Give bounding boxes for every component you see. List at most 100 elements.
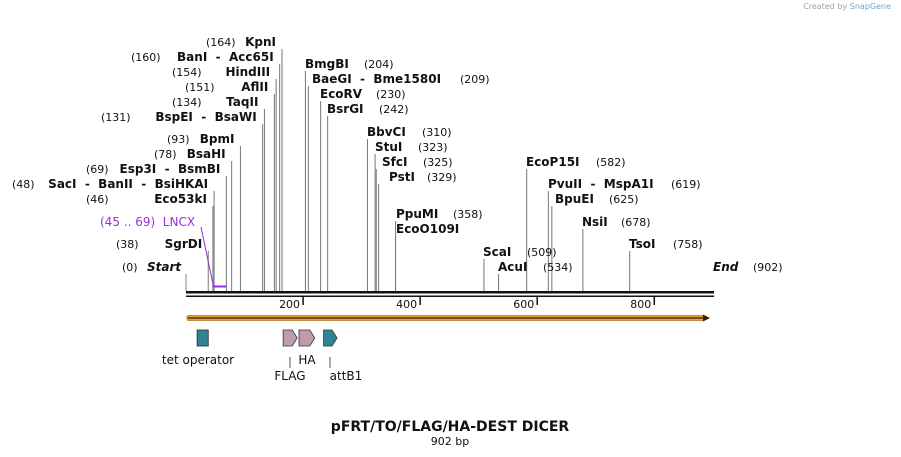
cut-site-tsoi[interactable]: (758) TsoI [629, 237, 703, 251]
cut-site-name: PvuII - MspA1I [548, 177, 654, 191]
primer-lncx[interactable]: (45 .. 69) LNCX [100, 215, 227, 288]
plasmid-length: 902 bp [431, 435, 469, 448]
cut-site-esp3i[interactable]: (69) Esp3I - BsmBI [86, 162, 220, 176]
cut-site-ecorv[interactable]: (230) EcoRV [320, 87, 406, 101]
start-position: (0) [122, 261, 138, 274]
feature-label: FLAG [274, 369, 305, 383]
cut-site-aflii[interactable]: (151) AflII [185, 80, 268, 94]
feature-label: attB1 [330, 369, 363, 383]
cut-site-bani[interactable]: (160) BanI - Acc65I [131, 50, 274, 64]
cut-site-lines [207, 49, 631, 291]
cut-site-position: (358) [453, 208, 483, 221]
cut-site-pvuii[interactable]: (619) PvuII - MspA1I [548, 177, 701, 191]
cut-site-position: (325) [423, 156, 453, 169]
cut-site-name: Esp3I - BsmBI [120, 162, 221, 176]
cut-site-name: TaqII [226, 95, 258, 109]
cut-site-bpmi[interactable]: (93) BpmI [167, 132, 234, 146]
cut-site-sfci[interactable]: (325) SfcI [382, 155, 453, 169]
feature-tet-operator[interactable]: tet operator [162, 329, 234, 367]
cut-site-position: (310) [422, 126, 452, 139]
cut-site-position: (625) [609, 193, 639, 206]
cut-site-name: BanI - Acc65I [177, 50, 274, 64]
cut-site-nsii[interactable]: (678) NsiI [582, 215, 651, 229]
cut-site-ppumi[interactable]: (358) PpuMI [396, 207, 483, 221]
cut-site-name: ScaI [483, 245, 511, 259]
cut-site-position: (534) [543, 261, 573, 274]
cut-site-eco53ki[interactable]: (46) Eco53kI [86, 192, 207, 206]
features: tet operator FLAG HA attB1 [162, 329, 363, 383]
cut-site-name: BmgBI [305, 57, 349, 71]
cut-site-bsrgi[interactable]: (242) BsrGI [327, 102, 409, 116]
feature-label: tet operator [162, 353, 234, 367]
cut-site-name: EcoO109I [396, 222, 459, 236]
snapgene-watermark: Created by SnapGene [803, 2, 891, 11]
cut-site-taqii[interactable]: (134) TaqII [172, 95, 258, 109]
ruler-tick-label: 800 [630, 298, 651, 311]
cut-site-bsahi[interactable]: (78) BsaHI [154, 147, 226, 161]
backbone-bottom-strand [186, 295, 714, 297]
cut-site-name: HindIII [225, 65, 270, 79]
cut-site-name: BbvCI [367, 125, 406, 139]
cut-site-position: (69) [86, 163, 109, 176]
cut-site-hindiii[interactable]: (154) HindIII [172, 65, 270, 79]
ruler-tick-label: 200 [279, 298, 300, 311]
cut-site-name: SfcI [382, 155, 407, 169]
feature-flag[interactable]: FLAG [274, 329, 306, 383]
cut-site-saci[interactable]: (48) SacI - BanII - BsiHKAI [12, 177, 208, 191]
cut-site-bbvci[interactable]: (310) BbvCI [367, 125, 452, 139]
cut-site-name: SgrDI [165, 237, 203, 251]
cut-site-name: BsrGI [327, 102, 364, 116]
orf-arrowhead [703, 314, 710, 322]
cut-site-position: (151) [185, 81, 215, 94]
ruler-tick-label: 600 [513, 298, 534, 311]
cut-site-position: (678) [621, 216, 651, 229]
cut-site-position: (38) [116, 238, 139, 251]
cut-site-position: (134) [172, 96, 202, 109]
cut-site-name: BspEI - BsaWI [155, 110, 256, 124]
cut-site-position: (131) [101, 111, 131, 124]
orf-arrow[interactable] [186, 314, 710, 322]
feature-attb1[interactable]: attB1 [323, 329, 363, 383]
cut-site-name: PstI [389, 170, 415, 184]
cut-site-baegi[interactable]: (209) BaeGI - Bme1580I [312, 72, 490, 86]
cut-site-name: AflII [241, 80, 268, 94]
cut-site-position: (204) [364, 58, 394, 71]
cut-site-position: (78) [154, 148, 177, 161]
end-position: (902) [753, 261, 783, 274]
cut-site-acui[interactable]: (534) AcuI [498, 260, 573, 274]
cut-site-name: EcoP15I [526, 155, 580, 169]
cut-site-name: NsiI [582, 215, 608, 229]
cut-site-name: BaeGI - Bme1580I [312, 72, 441, 86]
cut-site-bpuei[interactable]: (625) BpuEI [555, 192, 639, 206]
cut-site-name: EcoRV [320, 87, 363, 101]
cut-site-name: PpuMI [396, 207, 438, 221]
cut-site-psti[interactable]: (329) PstI [389, 170, 457, 184]
cut-site-position: (154) [172, 66, 202, 79]
cut-site-stui[interactable]: (323) StuI [375, 140, 448, 154]
primer-label: (45 .. 69) LNCX [100, 215, 195, 229]
cut-site-position: (619) [671, 178, 701, 191]
cut-site-bspei[interactable]: (131) BspEI - BsaWI [101, 110, 257, 124]
cut-site-bmgbi[interactable]: (204) BmgBI [305, 57, 394, 71]
cut-site-kpni[interactable]: (164) KpnI [206, 35, 276, 49]
cut-site-position: (758) [673, 238, 703, 251]
cut-site-name: TsoI [629, 237, 655, 251]
cut-site-sgrdi[interactable]: (38) SgrDI [116, 237, 202, 251]
cut-site-position: (46) [86, 193, 109, 206]
plasmid-name: pFRT/TO/FLAG/HA-DEST DICER [331, 419, 570, 435]
cut-site-position: (93) [167, 133, 190, 146]
end-label: End [713, 260, 739, 274]
feature-shape [298, 329, 316, 347]
cut-site-ecop15i[interactable]: (582) EcoP15I [526, 155, 626, 169]
cut-site-name: BpuEI [555, 192, 594, 206]
ruler: 200 400 600 800 [279, 297, 656, 311]
cut-site-position: (242) [379, 103, 409, 116]
cut-site-scai[interactable]: (509) ScaI [483, 245, 557, 259]
primer-leader [200, 226, 214, 287]
cut-site-ecoo109i[interactable]: EcoO109I [396, 222, 459, 236]
cut-site-position: (509) [527, 246, 557, 259]
feature-ha[interactable]: HA [298, 329, 316, 367]
feature-shape [282, 329, 298, 347]
backbone-top-strand [186, 291, 714, 294]
watermark-prefix: Created by [803, 2, 848, 11]
